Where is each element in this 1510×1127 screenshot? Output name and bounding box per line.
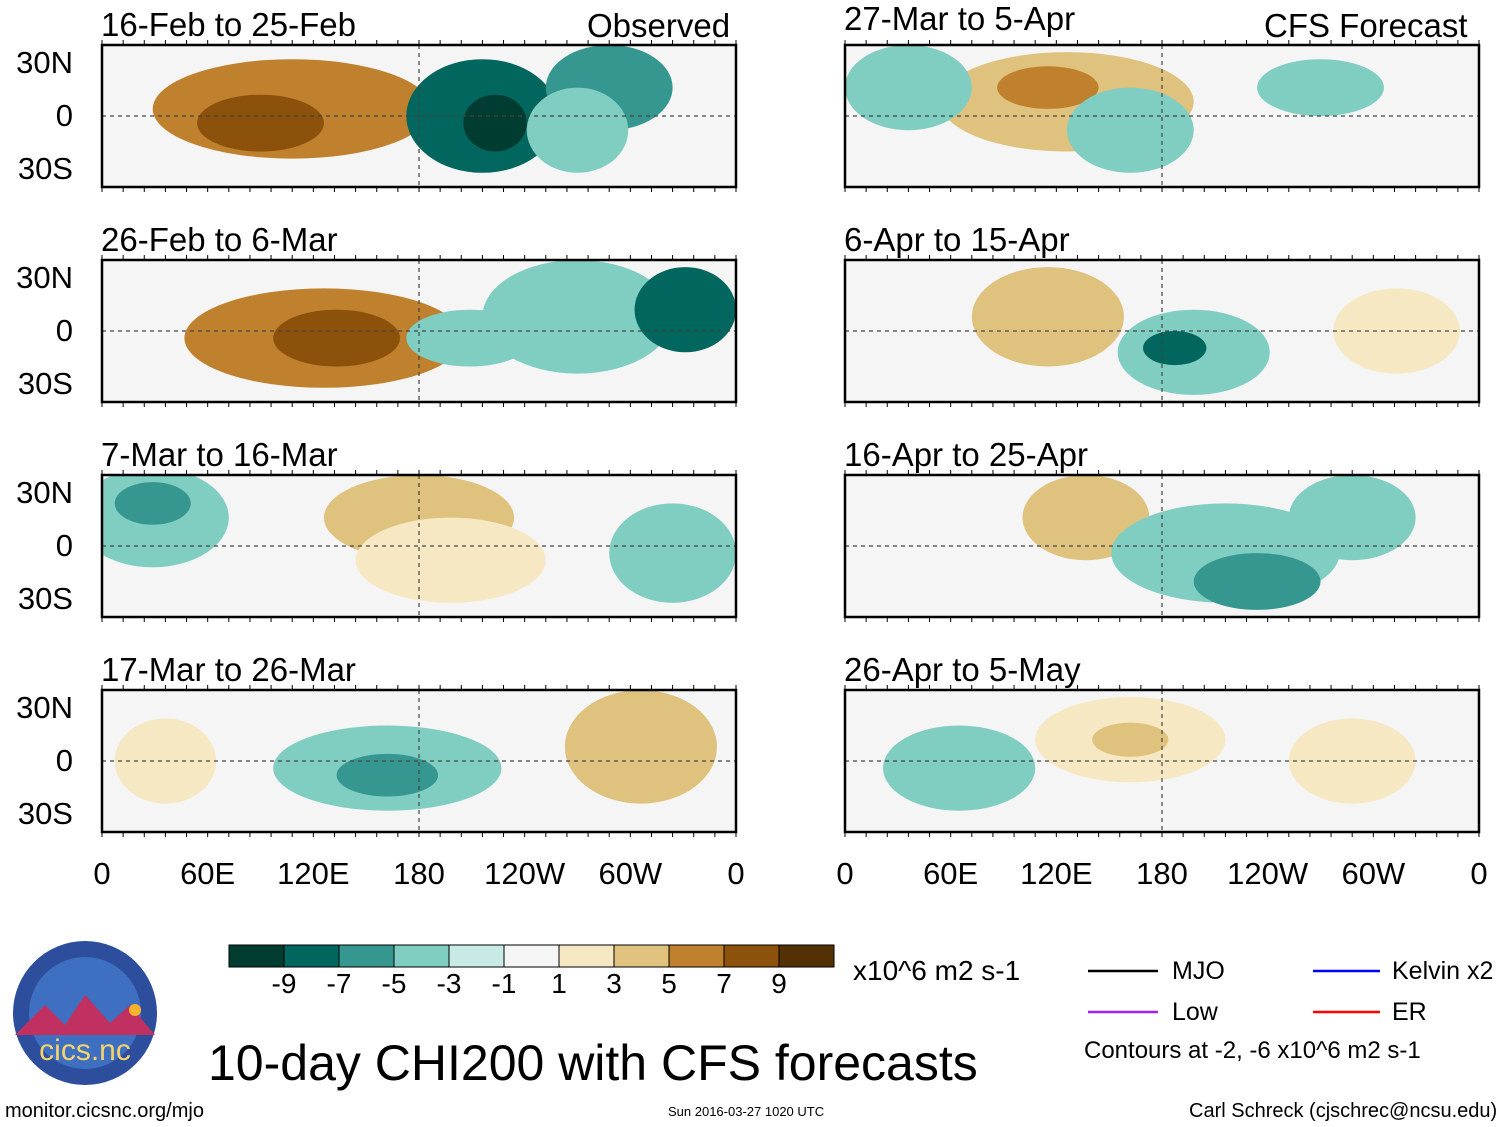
legend-kelvin: Kelvin x2 [1392, 957, 1494, 985]
map-panel-observed-1 [100, 255, 738, 407]
anomaly-region [114, 482, 191, 525]
lon-tick-label: 120W [484, 856, 566, 891]
colorbar-label: -9 [271, 968, 297, 999]
panel-title: 6-Apr to 15-Apr [844, 221, 1070, 258]
contour-note: Contours at -2, -6 x10^6 m2 s-1 [1084, 1037, 1421, 1064]
anomaly-region [883, 725, 1036, 811]
panel-title: 16-Feb to 25-Feb [101, 6, 356, 43]
colorbar-label: -3 [436, 968, 462, 999]
anomaly-region [845, 45, 972, 131]
map-panel-observed-3 [100, 685, 738, 837]
lat-tick-label: 0 [55, 313, 73, 348]
lat-tick-label: 30S [17, 151, 73, 186]
lon-tick-label: 0 [836, 856, 854, 891]
cicsnc-logo: cics.nc [13, 941, 157, 1085]
lat-tick-label: 0 [55, 528, 73, 563]
figure-title: 10-day CHI200 with CFS forecasts [208, 1035, 978, 1091]
panel-title: 27-Mar to 5-Apr [844, 0, 1076, 37]
lon-tick-label: 120E [277, 856, 350, 891]
panel-title: 16-Apr to 25-Apr [844, 436, 1088, 473]
map-panel-forecast-0 [843, 40, 1481, 192]
legend-low: Low [1172, 998, 1218, 1026]
lon-tick-label: 60W [1341, 856, 1406, 891]
anomaly-region [564, 690, 717, 804]
lat-tick-label: 30N [16, 475, 73, 510]
lon-tick-label: 120E [1020, 856, 1093, 891]
footer-author: Carl Schreck (cjschrec@ncsu.edu) [1189, 1100, 1498, 1122]
colorbar-label: 7 [716, 968, 732, 999]
anomaly-region [273, 309, 400, 367]
anomaly-region [634, 267, 736, 353]
colorbar-label: 3 [606, 968, 622, 999]
map-panel-observed-0 [100, 40, 738, 192]
colorbar-label: -5 [381, 968, 407, 999]
colorbar-label: -7 [326, 968, 352, 999]
lon-tick-label: 0 [93, 856, 111, 891]
lon-tick-label: 60W [598, 856, 663, 891]
anomaly-region [526, 87, 629, 173]
anomaly-region [609, 503, 736, 603]
colorbar-label: -1 [491, 968, 517, 999]
lat-tick-label: 30N [16, 45, 73, 80]
observed-header: Observed [587, 7, 731, 44]
units-label: x10^6 m2 s-1 [853, 955, 1021, 986]
panel-title: 26-Apr to 5-May [844, 651, 1081, 688]
lat-tick-label: 30S [17, 366, 73, 401]
anomaly-region [997, 66, 1099, 109]
anomaly-region [1066, 87, 1194, 173]
anomaly-region [1288, 475, 1416, 561]
map-panel-forecast-2 [843, 470, 1481, 622]
map-panel-forecast-1 [843, 255, 1481, 407]
legend-er: ER [1392, 998, 1427, 1026]
anomaly-region [1193, 553, 1321, 610]
lon-tick-label: 120W [1227, 856, 1309, 891]
lon-tick-label: 180 [393, 856, 445, 891]
lat-tick-label: 30S [17, 796, 73, 831]
panel-title: 7-Mar to 16-Mar [101, 436, 338, 473]
anomaly-region [406, 309, 534, 367]
anomaly-region [114, 718, 217, 804]
anomaly-region [197, 94, 324, 152]
lat-tick-label: 30S [17, 581, 73, 616]
lon-tick-label: 60E [180, 856, 236, 891]
panel-title: 17-Mar to 26-Mar [101, 651, 356, 688]
anomaly-region [971, 267, 1124, 367]
anomaly-region [355, 517, 546, 603]
lat-tick-label: 30N [16, 260, 73, 295]
lat-tick-label: 0 [55, 743, 73, 778]
colorbar-label: 5 [661, 968, 677, 999]
anomaly-region [1142, 331, 1207, 366]
map-panel-observed-2 [100, 470, 738, 622]
lon-tick-label: 180 [1136, 856, 1188, 891]
logo-text: cics.nc [39, 1034, 131, 1067]
lat-tick-label: 30N [16, 690, 73, 725]
anomaly-region [1257, 59, 1384, 116]
colorbar-label: 9 [771, 968, 787, 999]
footer-url[interactable]: monitor.cicsnc.org/mjo [5, 1100, 204, 1122]
forecast-header: CFS Forecast [1264, 7, 1468, 44]
lon-tick-label: 60E [923, 856, 979, 891]
colorbar-label: 1 [551, 968, 567, 999]
footer-timestamp: Sun 2016-03-27 1020 UTC [668, 1104, 825, 1119]
legend-mjo: MJO [1172, 957, 1225, 985]
lon-tick-label: 0 [1470, 856, 1488, 891]
anomaly-region [336, 753, 439, 797]
anomaly-region [1333, 288, 1460, 374]
lon-tick-label: 0 [727, 856, 745, 891]
lat-tick-label: 0 [55, 98, 73, 133]
anomaly-region [1092, 722, 1169, 757]
map-panel-forecast-3 [843, 685, 1481, 837]
panel-title: 26-Feb to 6-Mar [101, 221, 338, 258]
anomaly-region [463, 94, 527, 152]
